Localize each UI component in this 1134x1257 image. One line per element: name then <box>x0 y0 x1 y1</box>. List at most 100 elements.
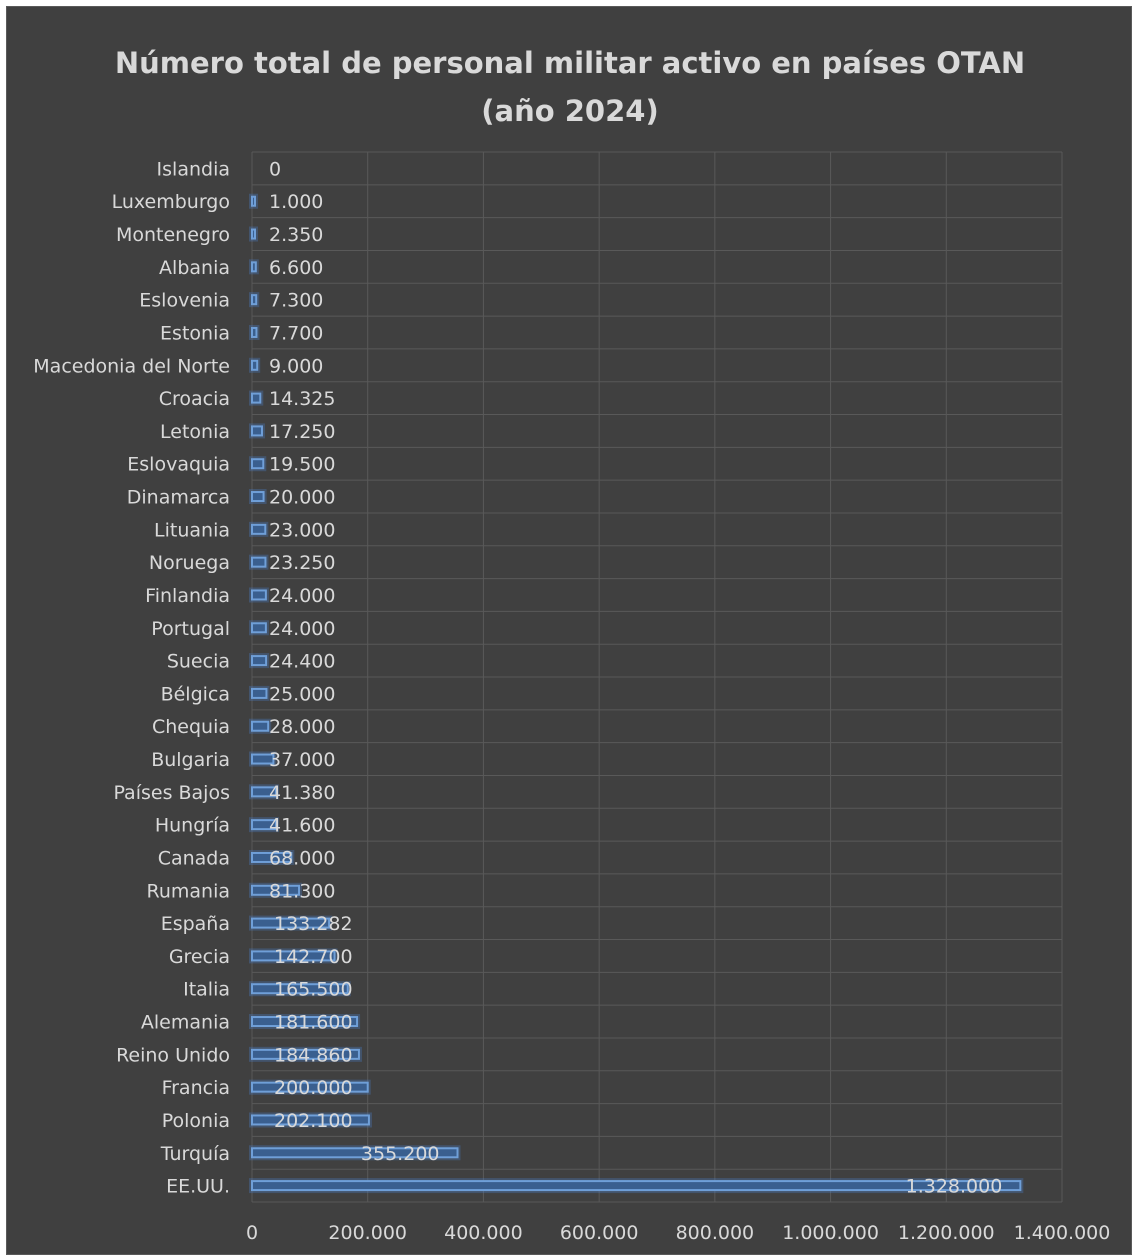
bar <box>251 556 267 568</box>
chart-title-line-1: Número total de personal militar activo … <box>114 46 1026 80</box>
bar <box>251 392 262 404</box>
data-label: 20.000 <box>269 487 335 509</box>
bar <box>251 720 270 732</box>
bar <box>251 851 293 863</box>
data-label: 24.000 <box>269 618 335 640</box>
bar <box>251 983 349 995</box>
bar <box>251 425 263 437</box>
bar <box>251 655 268 667</box>
bar <box>251 950 336 962</box>
bar <box>251 917 331 929</box>
data-label: 202.100 <box>274 1110 353 1132</box>
bar <box>251 458 265 470</box>
data-label: 41.380 <box>269 782 335 804</box>
data-label: 7.700 <box>269 322 323 344</box>
x-tick-label: 1.000.000 <box>782 1222 879 1244</box>
data-label: 355.200 <box>361 1143 440 1165</box>
category-label: Países Bajos <box>113 782 230 804</box>
category-label: Letonia <box>160 421 230 443</box>
category-label: Chequia <box>152 716 230 738</box>
bar <box>251 687 268 699</box>
category-label: Lituania <box>154 519 230 541</box>
bar <box>251 1016 359 1028</box>
category-label: Estonia <box>160 322 230 344</box>
category-label: Canada <box>158 847 230 869</box>
chart-title-line-2: (año 2024) <box>481 94 659 128</box>
category-label: Reino Unido <box>116 1044 230 1066</box>
bar <box>251 195 256 207</box>
bar <box>251 1048 360 1060</box>
data-label: 200.000 <box>274 1077 353 1099</box>
category-label: Islandia <box>157 158 230 180</box>
data-label: 19.500 <box>269 454 335 476</box>
data-label: 81.300 <box>269 880 335 902</box>
data-label: 1.000 <box>269 191 323 213</box>
bar <box>251 819 278 831</box>
category-label: Italia <box>183 979 230 1001</box>
category-label: Grecia <box>169 946 230 968</box>
chart-frame: Número total de personal militar activo … <box>6 6 1132 1255</box>
category-label: España <box>161 913 230 935</box>
category-label: Luxemburgo <box>112 191 230 213</box>
data-label: 165.500 <box>274 979 353 1001</box>
data-label: 2.350 <box>269 224 323 246</box>
category-label: EE.UU. <box>166 1176 230 1198</box>
data-label: 68.000 <box>269 847 335 869</box>
data-label: 41.600 <box>269 815 335 837</box>
data-label: 7.300 <box>269 290 323 312</box>
data-label: 23.000 <box>269 519 335 541</box>
category-label: Croacia <box>159 388 230 410</box>
data-label: 181.600 <box>274 1012 353 1034</box>
data-label: 17.250 <box>269 421 335 443</box>
category-label: Noruega <box>149 552 230 574</box>
data-label: 28.000 <box>269 716 335 738</box>
category-label: Finlandia <box>145 585 230 607</box>
x-tick-label: 1.200.000 <box>898 1222 995 1244</box>
x-tick-label: 0 <box>246 1222 258 1244</box>
bar <box>251 326 258 338</box>
bar <box>251 294 258 306</box>
category-label: Turquía <box>160 1143 230 1165</box>
bar <box>251 884 301 896</box>
data-label: 184.860 <box>274 1044 353 1066</box>
bar <box>251 1180 1022 1192</box>
category-label: Polonia <box>162 1110 230 1132</box>
data-label: 0 <box>269 158 281 180</box>
bar <box>251 261 257 273</box>
data-label: 24.400 <box>269 651 335 673</box>
category-label: Alemania <box>141 1012 230 1034</box>
x-tick-label: 1.400.000 <box>1014 1222 1111 1244</box>
category-label: Suecia <box>167 651 230 673</box>
category-label: Eslovenia <box>139 290 230 312</box>
bar <box>251 359 259 371</box>
bar <box>251 1081 369 1093</box>
category-label: Montenegro <box>116 224 230 246</box>
category-label: Rumania <box>146 880 230 902</box>
data-label: 24.000 <box>269 585 335 607</box>
data-label: 25.000 <box>269 683 335 705</box>
bar <box>251 491 265 503</box>
category-label: Bulgaria <box>151 749 230 771</box>
category-label: Hungría <box>155 815 230 837</box>
data-label: 1.328.000 <box>906 1176 1003 1198</box>
data-label: 37.000 <box>269 749 335 771</box>
bar <box>251 523 267 535</box>
plot-area: 0 200.000 400.000 600.000 800.000 1.000.000 1.… <box>33 151 1111 1244</box>
data-label: 6.600 <box>269 257 323 279</box>
x-tick-label: 400.000 <box>444 1222 523 1244</box>
category-label: Francia <box>162 1077 230 1099</box>
data-label: 9.000 <box>269 355 323 377</box>
x-tick-label: 800.000 <box>676 1222 755 1244</box>
bar <box>251 1114 370 1126</box>
data-label: 133.282 <box>274 913 353 935</box>
bar <box>251 622 267 634</box>
bar <box>251 786 277 798</box>
chart-title: Número total de personal militar activo … <box>7 39 1133 135</box>
bar <box>251 228 256 240</box>
category-label: Albania <box>159 257 230 279</box>
category-label: Dinamarca <box>127 487 230 509</box>
bar <box>251 1147 459 1159</box>
x-tick-label: 600.000 <box>560 1222 639 1244</box>
category-label: Eslovaquia <box>127 454 230 476</box>
x-tick-label: 200.000 <box>328 1222 407 1244</box>
